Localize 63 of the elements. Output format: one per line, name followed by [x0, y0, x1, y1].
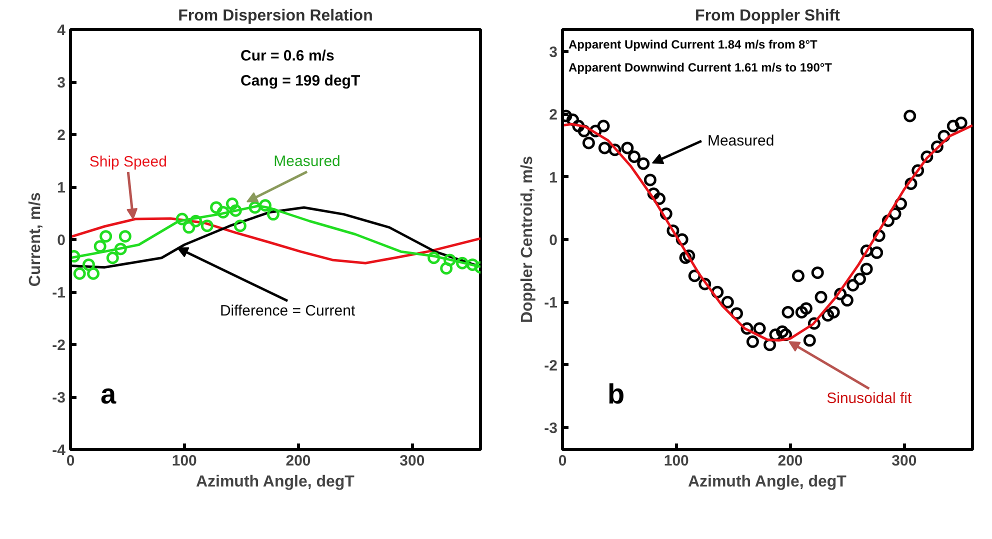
- annotation: Measured: [274, 153, 340, 170]
- x-tick-label: 300: [400, 452, 425, 470]
- point: [210, 201, 223, 214]
- x-tick-label: 100: [172, 452, 197, 470]
- annotation: Difference = Current: [220, 302, 356, 320]
- point: [234, 220, 246, 232]
- point: [444, 254, 456, 266]
- y-tick-label: 4: [57, 22, 66, 39]
- annotation: Cang = 199 degT: [240, 72, 360, 90]
- point: [440, 262, 453, 275]
- x-tick-label: 300: [892, 452, 917, 470]
- annotation: a: [100, 378, 116, 410]
- point: [118, 230, 132, 243]
- point: [456, 256, 469, 270]
- point: [182, 221, 196, 234]
- point: [229, 204, 242, 217]
- y-tick-label: 2: [549, 106, 558, 124]
- annotation: b: [608, 378, 625, 410]
- y-tick-label: -3: [52, 390, 66, 406]
- annotation: Measured: [707, 132, 774, 150]
- y-tick-label: 3: [549, 44, 558, 61]
- chart-title: From Dispersion Relation: [178, 8, 373, 24]
- x-tick-label: 200: [778, 452, 803, 470]
- point: [226, 198, 238, 210]
- point: [73, 267, 86, 280]
- y-tick-label: 3: [57, 74, 66, 92]
- annotation: Cur = 0.6 m/s: [240, 48, 334, 64]
- y-tick-label: 0: [57, 232, 66, 249]
- point: [428, 252, 440, 264]
- annotation: Sinusoidal fit: [826, 390, 912, 408]
- point: [266, 208, 280, 221]
- x-axis-title: Azimuth Angle, degT: [196, 474, 355, 490]
- x-tick-label: 100: [664, 452, 689, 470]
- y-tick-label: -2: [52, 337, 66, 354]
- y-tick-label: 1: [549, 169, 558, 186]
- chart-title: From Doppler Shift: [695, 8, 841, 24]
- point: [216, 206, 230, 218]
- annotation: Apparent Downwind Current 1.61 m/s to 190°T: [568, 60, 833, 74]
- y-tick-label: 1: [57, 180, 66, 196]
- point: [190, 214, 202, 228]
- point: [259, 199, 272, 212]
- y-tick-label: -4: [52, 442, 66, 459]
- point: [94, 240, 106, 253]
- y-axis-title: Doppler Centroid, m/s: [519, 156, 536, 324]
- point: [87, 267, 100, 280]
- point: [106, 252, 119, 264]
- point: [176, 212, 188, 226]
- y-tick-label: -1: [544, 294, 558, 312]
- annotation: Ship Speed: [89, 154, 167, 171]
- point: [82, 258, 95, 271]
- point: [200, 220, 214, 232]
- x-axis-title: Azimuth Angle, degT: [688, 474, 847, 490]
- point: [248, 201, 262, 214]
- y-tick-label: 2: [57, 127, 66, 144]
- y-tick-label: 0: [549, 232, 558, 249]
- y-tick-label: -3: [544, 420, 558, 438]
- y-tick-label: -2: [544, 357, 558, 374]
- annotation: Apparent Upwind Current 1.84 m/s from 8°T: [568, 38, 818, 52]
- y-tick-label: -1: [52, 284, 66, 302]
- y-axis-title: Current, m/s: [27, 192, 44, 287]
- point: [100, 230, 112, 243]
- x-tick-label: 200: [286, 452, 311, 470]
- point: [114, 242, 127, 256]
